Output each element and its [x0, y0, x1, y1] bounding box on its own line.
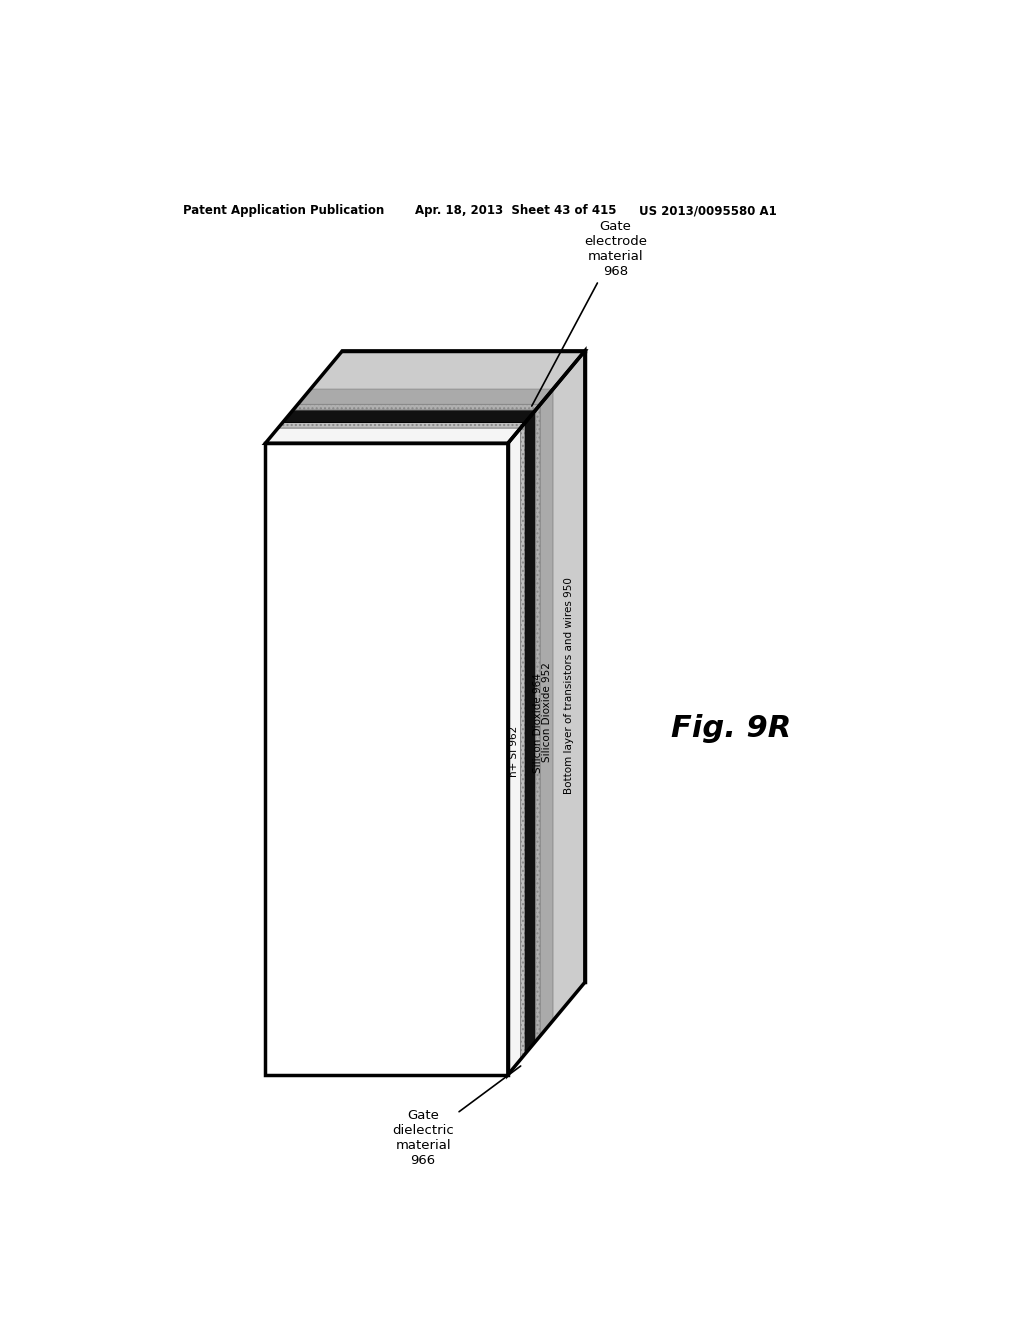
Polygon shape: [536, 404, 541, 1041]
Polygon shape: [310, 351, 585, 389]
Text: Bottom layer of transistors and wires 950: Bottom layer of transistors and wires 95…: [564, 577, 573, 795]
Polygon shape: [520, 422, 525, 1060]
Text: US 2013/0095580 A1: US 2013/0095580 A1: [639, 205, 776, 216]
Polygon shape: [541, 389, 553, 1036]
Text: Silicon Dioxide 964: Silicon Dioxide 964: [532, 673, 543, 772]
Text: Fig. 9R: Fig. 9R: [671, 714, 792, 743]
Text: Gate
electrode
material
968: Gate electrode material 968: [531, 219, 647, 407]
Polygon shape: [283, 411, 536, 422]
Polygon shape: [265, 428, 520, 444]
Polygon shape: [279, 422, 525, 428]
Polygon shape: [508, 428, 520, 1074]
Polygon shape: [553, 351, 585, 1020]
Polygon shape: [293, 404, 541, 411]
Text: n+ Si 962: n+ Si 962: [509, 726, 519, 777]
Text: Apr. 18, 2013  Sheet 43 of 415: Apr. 18, 2013 Sheet 43 of 415: [416, 205, 616, 216]
Text: Gate
dielectric
material
966: Gate dielectric material 966: [392, 1067, 520, 1167]
Text: Silicon Dioxide 952: Silicon Dioxide 952: [542, 663, 552, 763]
Polygon shape: [265, 444, 508, 1074]
Text: Patent Application Publication: Patent Application Publication: [183, 205, 384, 216]
Polygon shape: [298, 389, 553, 404]
Polygon shape: [525, 411, 536, 1053]
